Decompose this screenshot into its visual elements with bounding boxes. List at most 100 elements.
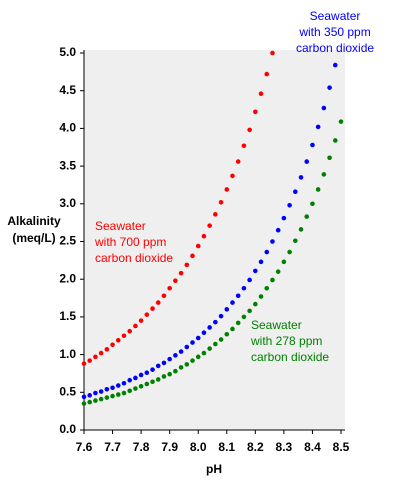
data-point [264,249,270,255]
data-point [195,335,201,341]
data-point [104,395,110,400]
annotation-line: Seawater [251,318,302,332]
data-point [178,349,184,354]
annotation: Seawater with 700 ppm carbon dioxide [95,218,173,266]
y-tick-label: 5.0 [59,45,76,59]
data-point [161,360,167,366]
data-point [327,85,332,90]
data-point [167,285,172,291]
data-point [224,187,230,192]
data-point [133,375,138,381]
y-tick-label: 1.0 [59,347,76,361]
data-point [258,91,264,97]
data-point [184,344,190,350]
y-tick-label: 2.5 [59,234,76,248]
annotation: Seawater with 350 ppm carbon dioxide [296,8,374,56]
data-point [270,277,275,283]
y-tick-label: 3.5 [59,158,76,172]
data-point [121,333,127,339]
x-tick-label: 7.9 [161,440,178,454]
data-point [167,356,172,362]
data-point [258,294,264,299]
data-point [81,401,87,406]
data-point [115,337,121,343]
data-point [127,377,132,383]
data-point [127,388,132,394]
data-point [150,306,155,311]
x-tick-label: 7.6 [76,440,93,454]
x-tick-label: 7.7 [104,440,121,454]
data-point [207,346,212,351]
data-point [93,354,98,360]
x-tick-label: 7.8 [133,440,150,454]
data-point [253,109,258,115]
data-point [270,50,275,56]
data-point [275,227,281,233]
data-point [167,371,172,377]
data-point [275,269,281,274]
data-point [155,300,161,305]
annotation-line: Seawater [95,219,146,233]
data-point [98,350,104,356]
data-point [115,392,121,397]
data-point [150,379,155,385]
data-point [293,189,298,195]
data-point [173,368,178,374]
y-tick-label: 1.5 [59,309,76,323]
data-point [213,341,218,347]
data-point [327,155,332,161]
data-point [87,393,93,398]
data-point [287,203,292,208]
data-point [293,238,298,244]
x-tick-label: 8.1 [218,440,235,454]
data-point [281,215,287,221]
y-tick-label: 4.5 [59,83,76,97]
data-point [304,159,310,164]
y-tick-label: 2.0 [59,271,76,285]
y-tick-label: 3.0 [59,196,76,210]
data-point [184,362,190,367]
data-point [87,399,93,405]
data-point [138,383,144,389]
data-point [133,386,138,391]
data-point [218,313,224,319]
data-point [93,390,98,396]
data-point [155,363,161,369]
x-tick-label: 8.0 [190,440,207,454]
data-point [253,268,258,274]
annotation-line: carbon dioxide [95,251,174,265]
data-point [81,361,87,366]
annotation-line: carbon dioxide [296,41,375,55]
data-point [110,385,115,391]
annotation-line: Seawater [309,9,361,23]
data-point [144,381,150,387]
data-point [127,328,132,334]
data-point [247,127,252,133]
data-point [184,262,190,268]
data-point [201,233,207,239]
annotation-line: carbon dioxide [251,350,330,364]
data-point [235,320,241,326]
data-point [241,314,247,320]
data-point [253,301,258,307]
data-point [315,124,321,130]
data-point [138,372,144,378]
data-point [321,105,327,111]
x-tick-label: 8.3 [276,440,293,454]
annotation: Seawater with 278 ppm carbon dioxide [251,317,329,365]
data-point [110,393,115,399]
data-point [190,253,195,259]
data-point [195,354,201,360]
data-point [81,394,87,400]
data-point [201,350,207,356]
data-point [207,325,212,330]
data-point [190,358,195,363]
data-point [161,293,167,299]
annotation-line: with 278 ppm [251,334,323,348]
data-point [235,293,241,299]
y-axis-label: Alkalinity (meq/L) [7,214,61,245]
data-point [241,143,247,149]
x-tick-label: 8.2 [247,440,264,454]
y-tick-label: 0.5 [59,384,76,398]
